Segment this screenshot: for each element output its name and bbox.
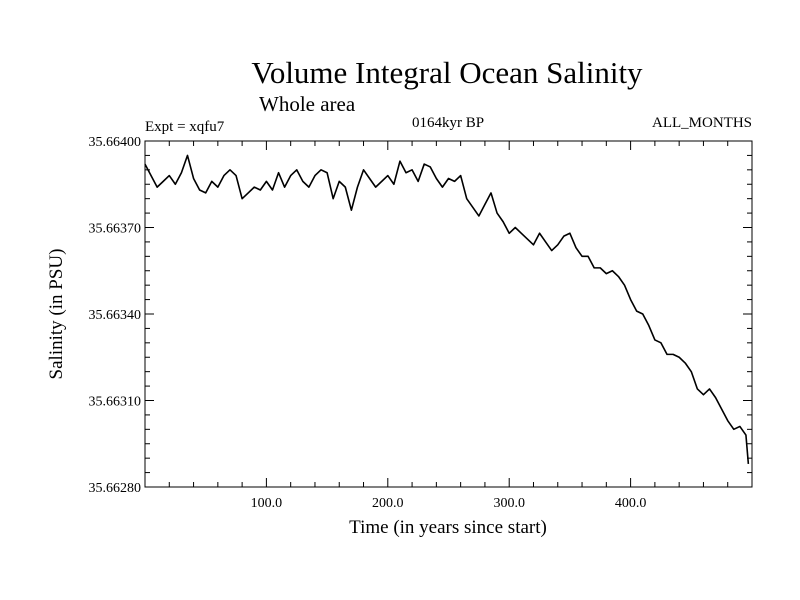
axis-ticks	[145, 141, 752, 487]
y-tick-label: 35.66400	[89, 135, 142, 150]
chart-title: Volume Integral Ocean Salinity	[251, 55, 643, 90]
x-tick-label: 300.0	[493, 496, 525, 511]
salinity-series-line	[144, 154, 750, 464]
period-label: 0164kyr BP	[412, 115, 484, 131]
tick-labels: 100.0 200.0 300.0 400.0 35.66280 35.66310 35.6…	[89, 135, 647, 511]
experiment-label: Expt = xqfu7	[145, 119, 225, 135]
x-tick-label: 400.0	[615, 496, 647, 511]
chart-subtitle: Whole area	[259, 92, 356, 116]
y-axis-label: Salinity (in PSU)	[46, 249, 67, 380]
y-tick-label: 35.66370	[89, 222, 142, 237]
y-tick-label: 35.66280	[89, 481, 142, 496]
months-label: ALL_MONTHS	[652, 115, 752, 131]
y-tick-label: 35.66310	[89, 395, 142, 410]
x-tick-label: 100.0	[251, 496, 283, 511]
y-tick-label: 35.66340	[89, 308, 142, 323]
x-axis-label: Time (in years since start)	[349, 517, 547, 538]
plot-frame	[144, 140, 753, 488]
x-tick-label: 200.0	[372, 496, 404, 511]
